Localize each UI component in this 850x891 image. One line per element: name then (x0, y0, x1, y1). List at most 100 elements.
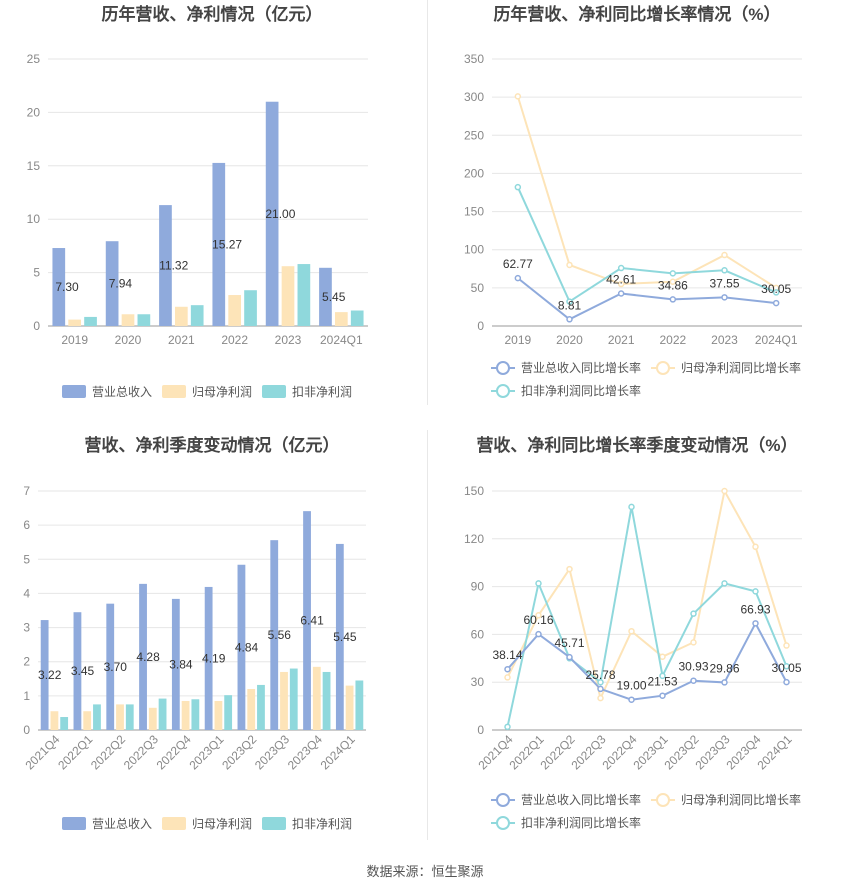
bar-parent-profit (228, 295, 242, 326)
y-tick-label: 350 (464, 52, 484, 66)
bar-deducted-profit (297, 264, 311, 326)
line-point (772, 289, 780, 296)
x-tick-label: 2022Q4 (154, 732, 194, 772)
line-point (721, 294, 728, 301)
legend-label: 扣非净利润 (292, 385, 352, 399)
line-data-label: 30.05 (771, 661, 801, 675)
y-tick-label: 200 (464, 166, 484, 180)
bar-data-label: 4.84 (235, 640, 259, 654)
bar-revenue (204, 586, 213, 730)
bar-parent-profit (181, 700, 190, 730)
legend-label: 扣非净利润同比增长率 (521, 815, 641, 830)
bar-revenue (139, 583, 147, 730)
bar-deducted-profit (84, 316, 97, 326)
quarterly-growth-rate-line-chart: 营收、净利同比增长率季度变动情况（%）03060901201502021Q420… (464, 435, 802, 830)
bar-revenue (265, 101, 279, 326)
x-tick-label: 2022Q3 (121, 732, 161, 772)
x-tick-label: 2023Q4 (285, 732, 325, 772)
y-tick-label: 100 (464, 243, 484, 257)
y-tick-label: 150 (464, 205, 484, 219)
bar-revenue (105, 241, 119, 326)
bar-revenue (73, 612, 82, 730)
bar-data-label: 7.94 (109, 277, 133, 291)
line-point (772, 299, 780, 307)
bar-deducted-profit (93, 704, 101, 730)
bar-revenue (171, 598, 180, 730)
bar-parent-profit (121, 314, 135, 326)
annual-growth-rate-line-chart: 历年营收、净利同比增长率情况（%） 0 50 100 150 200 250 300 350 20… (464, 4, 802, 398)
data-source-note: 数据来源：恒生聚源 (366, 864, 484, 879)
bar-parent-profit (312, 666, 321, 730)
bar-data-label: 3.22 (38, 668, 62, 682)
y-tick-label: 15 (27, 159, 41, 173)
line-point (597, 694, 604, 702)
bar-deducted-profit (224, 695, 233, 730)
line-point (783, 642, 790, 649)
y-tick-label: 250 (464, 128, 484, 142)
bar-data-label: 3.70 (104, 660, 128, 674)
bar-revenue (159, 205, 172, 326)
bar-parent-profit (280, 671, 288, 730)
bar-revenue (212, 162, 226, 326)
y-tick-label: 90 (471, 580, 485, 594)
x-tick-label: 2023 (275, 333, 302, 347)
legend-swatch (162, 817, 186, 830)
bar-data-label: 5.45 (322, 290, 346, 304)
line-point (752, 620, 759, 627)
y-tick-label: 20 (27, 105, 41, 119)
bar-deducted-profit (350, 310, 364, 326)
legend-marker (496, 816, 510, 830)
line-revenue-growth (517, 277, 777, 321)
line-point (783, 663, 790, 670)
line-point (597, 678, 604, 686)
x-tick-label: 2024Q1 (755, 333, 798, 347)
chart-title: 营收、净利季度变动情况（亿元） (85, 435, 340, 455)
line-point (659, 672, 666, 680)
chart-title: 营收、净利同比增长率季度变动情况（%） (476, 435, 797, 455)
bar-parent-profit (50, 711, 59, 730)
bar-data-label: 5.45 (333, 630, 357, 644)
line-point (514, 93, 522, 100)
chart-title: 历年营收、净利同比增长率情况（%） (493, 4, 780, 24)
line-point (504, 723, 511, 731)
x-tick-label: 2024Q1 (320, 333, 363, 347)
legend-swatch (262, 385, 286, 398)
line-point (535, 580, 542, 587)
x-tick-label: 2020 (115, 333, 142, 347)
bar-revenue (106, 603, 115, 730)
x-tick-label: 2019 (61, 333, 88, 347)
x-tick-label: 2024Q1 (755, 732, 795, 772)
line-point (566, 261, 573, 269)
bar-parent-profit (68, 319, 82, 326)
line-data-label: 34.86 (658, 278, 688, 292)
bar-revenue (40, 620, 49, 730)
x-tick-label: 2022Q2 (88, 732, 128, 772)
line-point (566, 298, 573, 305)
line-point (566, 316, 573, 323)
line-point (659, 692, 666, 699)
line-point (597, 685, 604, 693)
legend-marker (656, 361, 670, 375)
legend-label: 归母净利润 (192, 385, 252, 399)
line-data-label: 29.86 (709, 661, 739, 675)
bar-parent-profit (281, 266, 295, 326)
line-point (690, 610, 697, 617)
line-deducted-profit-growth (516, 186, 777, 304)
bar-data-label: 11.32 (159, 259, 188, 273)
line-point (504, 665, 511, 673)
legend-swatch (162, 385, 186, 398)
bar-data-label: 4.19 (202, 651, 226, 665)
bar-revenue (303, 511, 311, 730)
vertical-divider-bottom (427, 430, 428, 840)
legend-label: 营业总收入 (92, 385, 152, 399)
bar-revenue (335, 543, 344, 730)
line-point (628, 503, 635, 511)
bar-data-label: 6.41 (300, 614, 324, 628)
line-point (617, 264, 625, 272)
x-tick-label: 2021Q4 (22, 732, 62, 772)
x-tick-label: 2023 (711, 333, 738, 347)
line-point (721, 267, 728, 274)
bar-parent-profit (345, 685, 354, 730)
chart-title: 历年营收、净利情况（亿元） (102, 4, 323, 24)
y-tick-label: 25 (27, 52, 41, 66)
